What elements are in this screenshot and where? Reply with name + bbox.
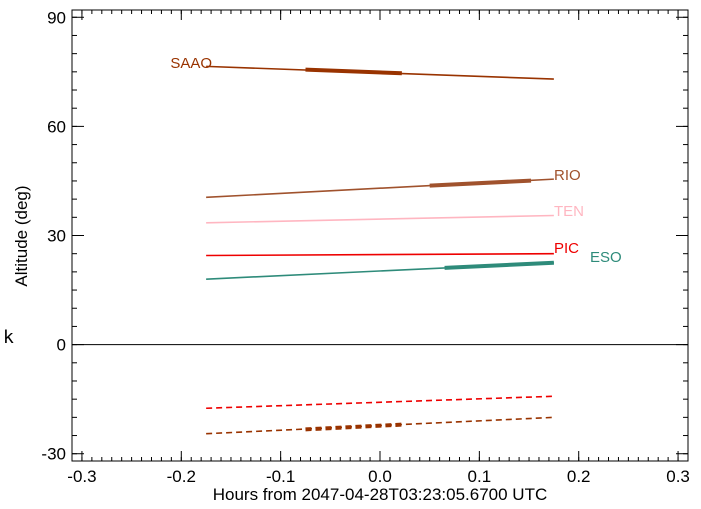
x-tick-label: -0.2 — [167, 467, 196, 486]
stray-character: k — [3, 327, 14, 348]
series-label-pic: PIC — [554, 240, 579, 257]
y-tick-label: 90 — [47, 8, 66, 27]
x-tick-label: -0.3 — [67, 467, 96, 486]
series-line-unnamed-dashed — [206, 395, 554, 410]
minor-ticks — [71, 10, 689, 461]
tick-labels: -0.3 -0.2 -0.1 0.0 0.1 0.2 0.3 -30 0 30 60 90 — [41, 8, 689, 486]
x-tick-label: 0.0 — [368, 467, 392, 486]
x-tick-label: -0.1 — [266, 467, 295, 486]
series-highlight-eso — [444, 260, 554, 270]
y-tick-label: 0 — [57, 336, 66, 355]
series-label-saao: SAAO — [170, 55, 212, 72]
x-axis-label: Hours from 2047-04-28T03:23:05.6700 UTC — [213, 485, 548, 504]
x-tick-label: 0.3 — [666, 467, 690, 486]
y-tick-label: 30 — [47, 227, 66, 246]
series-line-ten — [206, 214, 554, 224]
x-tick-label: 0.1 — [468, 467, 492, 486]
series-layer — [206, 65, 554, 435]
series-label-rio: RIO — [554, 167, 581, 184]
y-axis-label: Altitude (deg) — [12, 185, 31, 286]
plot-frame — [71, 9, 689, 462]
y-tick-label: 60 — [47, 117, 66, 136]
series-highlight-unnamed — [305, 422, 402, 432]
series-labels: SAAO RIO TEN PIC ESO — [170, 55, 621, 266]
series-highlight-rio — [429, 178, 532, 188]
series-label-ten: TEN — [554, 203, 584, 220]
series-label-eso: ESO — [590, 249, 622, 266]
y-tick-label: -30 — [41, 445, 66, 464]
series-highlight-saao — [305, 67, 402, 76]
major-ticks — [72, 10, 688, 461]
x-tick-label: 0.2 — [567, 467, 591, 486]
series-line-pic — [206, 252, 554, 257]
